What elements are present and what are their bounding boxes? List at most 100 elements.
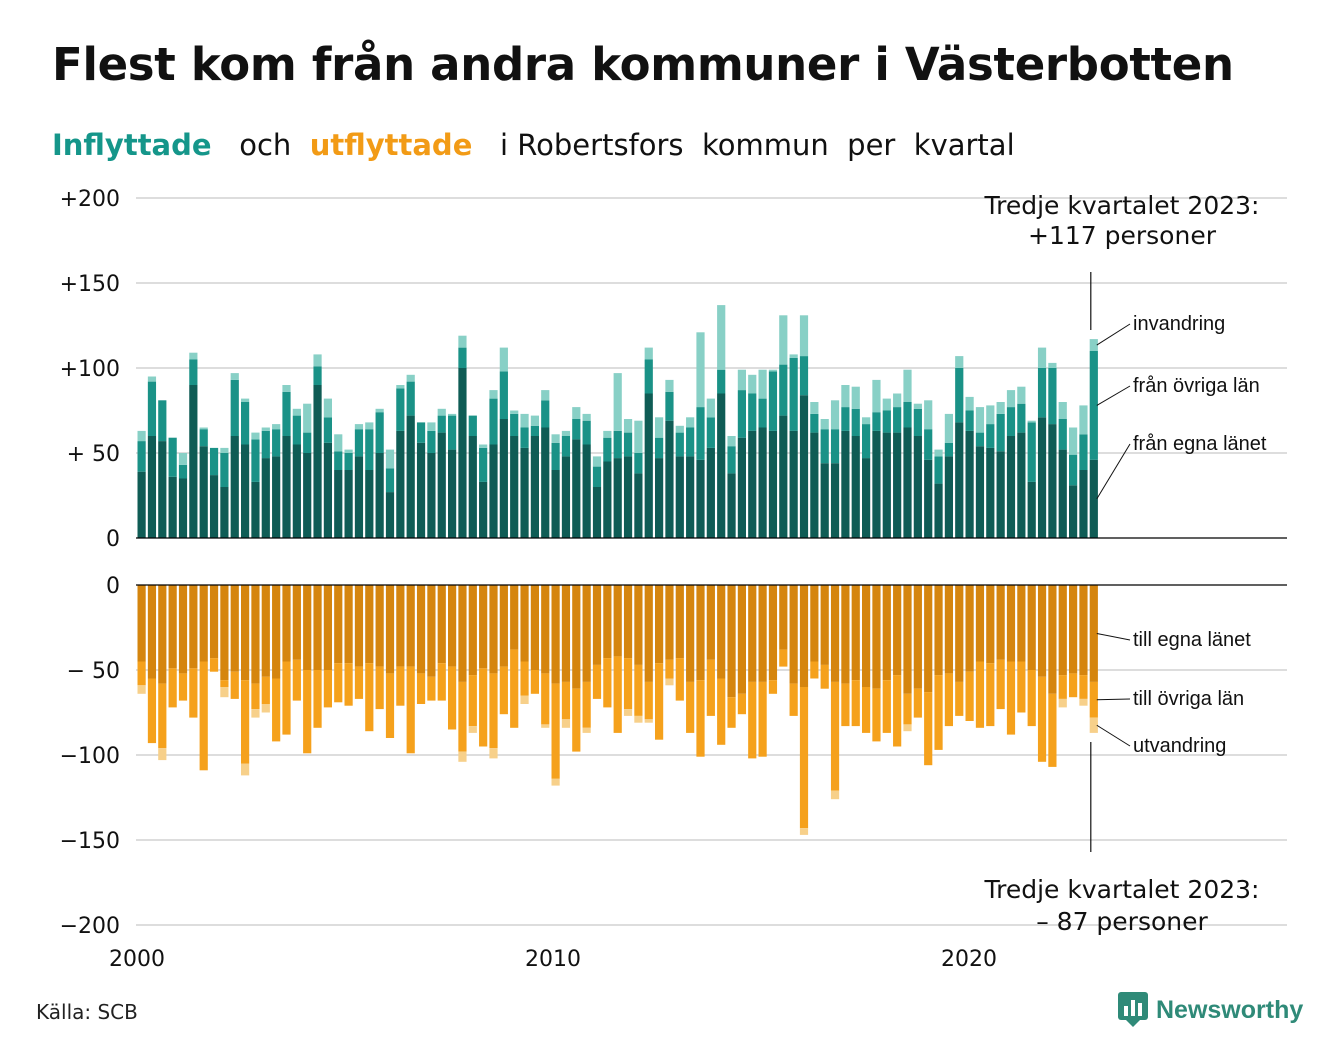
outflow-bar-till-övriga-län bbox=[572, 688, 581, 752]
outflow-bar-till-övriga-län bbox=[489, 673, 498, 749]
outflow-bar-till-egna-länet bbox=[789, 585, 798, 684]
outflow-bar-till-övriga-län bbox=[975, 661, 985, 728]
inflow-bar-invandring bbox=[1048, 362, 1057, 368]
inflow-bar-invandring bbox=[292, 408, 301, 416]
outflow-bar-till-egna-länet bbox=[675, 585, 684, 659]
inflow-bar-invandring bbox=[530, 415, 539, 426]
inflow-bar-från-egna-länet bbox=[1058, 449, 1067, 538]
inflow-bar-från-övriga-län bbox=[437, 415, 446, 433]
top-annotation-value: +117 personer bbox=[1028, 221, 1217, 250]
outflow-bar-till-övriga-län bbox=[499, 666, 508, 715]
outflow-bar-till-övriga-län bbox=[385, 673, 395, 738]
inflow-bar-invandring bbox=[634, 420, 643, 453]
outflow-bar-till-egna-länet bbox=[344, 585, 353, 664]
outflow-bar-utvandring bbox=[158, 748, 167, 761]
inflow-bar-invandring bbox=[789, 354, 798, 358]
inflow-bar-från-egna-länet bbox=[448, 449, 457, 538]
outflow-bar-utvandring bbox=[468, 726, 477, 733]
inflow-bar-från-övriga-län bbox=[893, 407, 902, 433]
inflow-bar-från-egna-länet bbox=[272, 456, 281, 538]
inflow-bar-från-övriga-län bbox=[510, 413, 519, 436]
inflow-bar-från-egna-länet bbox=[303, 453, 312, 538]
outflow-bar-till-övriga-län bbox=[582, 681, 591, 728]
inflow-bar-från-övriga-län bbox=[934, 456, 943, 484]
inflow-bar-invandring bbox=[655, 417, 664, 438]
inflow-bar-från-egna-länet bbox=[292, 444, 301, 538]
outflow-bar-till-egna-länet bbox=[1006, 585, 1016, 662]
inflow-bar-från-egna-länet bbox=[479, 481, 488, 538]
inflow-bar-från-egna-länet bbox=[841, 430, 850, 538]
inflow-bar-invandring bbox=[251, 432, 260, 440]
inflow-bar-invandring bbox=[375, 408, 384, 413]
inflow-bar-invandring bbox=[1079, 405, 1088, 435]
inflow-bar-från-egna-länet bbox=[903, 427, 912, 538]
inflow-bar-från-egna-länet bbox=[209, 475, 219, 538]
inflow-bar-från-egna-länet bbox=[675, 456, 684, 538]
inflow-bar-invandring bbox=[737, 369, 746, 391]
outflow-bar-till-övriga-län bbox=[458, 681, 467, 752]
outflow-bar-utvandring bbox=[634, 715, 643, 723]
outflow-bar-till-övriga-län bbox=[178, 673, 188, 701]
inflow-bar-från-övriga-län bbox=[903, 402, 912, 428]
inflow-bar-från-övriga-län bbox=[365, 429, 374, 470]
outflow-bar-till-egna-länet bbox=[282, 585, 291, 662]
inflow-bar-invandring bbox=[458, 335, 467, 348]
inflow-bar-från-övriga-län bbox=[530, 425, 539, 436]
inflow-bar-invandring bbox=[727, 436, 736, 447]
outflow-bar-till-egna-länet bbox=[820, 585, 829, 665]
inflow-bar-invandring bbox=[644, 347, 653, 360]
outflow-bar-till-egna-länet bbox=[758, 585, 767, 682]
outflow-bar-till-övriga-län bbox=[913, 688, 922, 718]
outflow-bar-till-övriga-län bbox=[1089, 681, 1098, 718]
inflow-bar-från-egna-länet bbox=[789, 430, 798, 538]
outflow-bar-utvandring bbox=[644, 719, 653, 723]
outflow-series-label: till övriga län bbox=[1133, 688, 1244, 710]
outflow-ytick-label: − 50 bbox=[67, 659, 120, 684]
inflow-bar-invandring bbox=[406, 374, 415, 382]
outflow-bar-till-övriga-län bbox=[479, 668, 488, 747]
outflow-bar-till-egna-länet bbox=[1069, 585, 1078, 674]
inflow-bar-från-egna-länet bbox=[893, 432, 902, 538]
inflow-bar-invandring bbox=[592, 456, 602, 467]
inflow-bar-från-egna-länet bbox=[530, 436, 539, 538]
outflow-bar-till-övriga-län bbox=[893, 675, 902, 747]
outflow-bar-till-egna-länet bbox=[1079, 585, 1088, 676]
inflow-bar-invandring bbox=[178, 453, 188, 465]
outflow-bar-till-egna-länet bbox=[1017, 585, 1026, 662]
outflow-bar-till-egna-länet bbox=[592, 585, 602, 665]
inflow-bar-invandring bbox=[1027, 420, 1036, 423]
outflow-bar-till-övriga-län bbox=[955, 681, 964, 716]
inflow-bar-invandring bbox=[851, 386, 860, 409]
outflow-bar-till-egna-länet bbox=[665, 585, 674, 660]
outflow-bar-till-övriga-län bbox=[323, 670, 332, 708]
outflow-bar-till-övriga-län bbox=[592, 664, 602, 699]
inflow-bar-från-egna-länet bbox=[468, 436, 477, 538]
outflow-bar-till-egna-länet bbox=[924, 585, 933, 693]
outflow-bar-till-övriga-län bbox=[924, 692, 933, 766]
inflow-label-pointer bbox=[1096, 443, 1131, 500]
outflow-bar-till-övriga-län bbox=[375, 666, 384, 710]
outflow-bar-till-övriga-län bbox=[261, 676, 270, 704]
outflow-bar-till-egna-länet bbox=[303, 585, 312, 670]
inflow-bar-från-övriga-län bbox=[292, 415, 301, 445]
inflow-bar-från-övriga-län bbox=[375, 412, 384, 453]
outflow-bar-till-övriga-län bbox=[209, 658, 219, 672]
inflow-bar-från-övriga-län bbox=[458, 347, 467, 368]
inflow-bar-invandring bbox=[1058, 402, 1067, 419]
inflow-ytick-label: 0 bbox=[106, 527, 120, 552]
source-note: Källa: SCB bbox=[36, 1000, 138, 1024]
subtitle-rest: i Robertsfors kommun per kvartal bbox=[500, 128, 1015, 162]
inflow-bar-från-egna-länet bbox=[282, 436, 291, 538]
inflow-bar-från-egna-länet bbox=[375, 453, 384, 538]
outflow-bar-utvandring bbox=[261, 704, 270, 713]
outflow-bar-till-övriga-län bbox=[644, 681, 653, 720]
inflow-bar-från-egna-länet bbox=[344, 470, 353, 538]
inflow-series-label: invandring bbox=[1133, 313, 1225, 335]
inflow-bar-från-egna-länet bbox=[768, 430, 778, 538]
outflow-bar-till-övriga-län bbox=[158, 683, 167, 749]
inflow-bar-invandring bbox=[572, 407, 581, 419]
inflow-bar-invandring bbox=[1006, 390, 1016, 408]
outflow-bar-till-övriga-län bbox=[189, 668, 198, 718]
inflow-bar-invandring bbox=[479, 444, 488, 448]
